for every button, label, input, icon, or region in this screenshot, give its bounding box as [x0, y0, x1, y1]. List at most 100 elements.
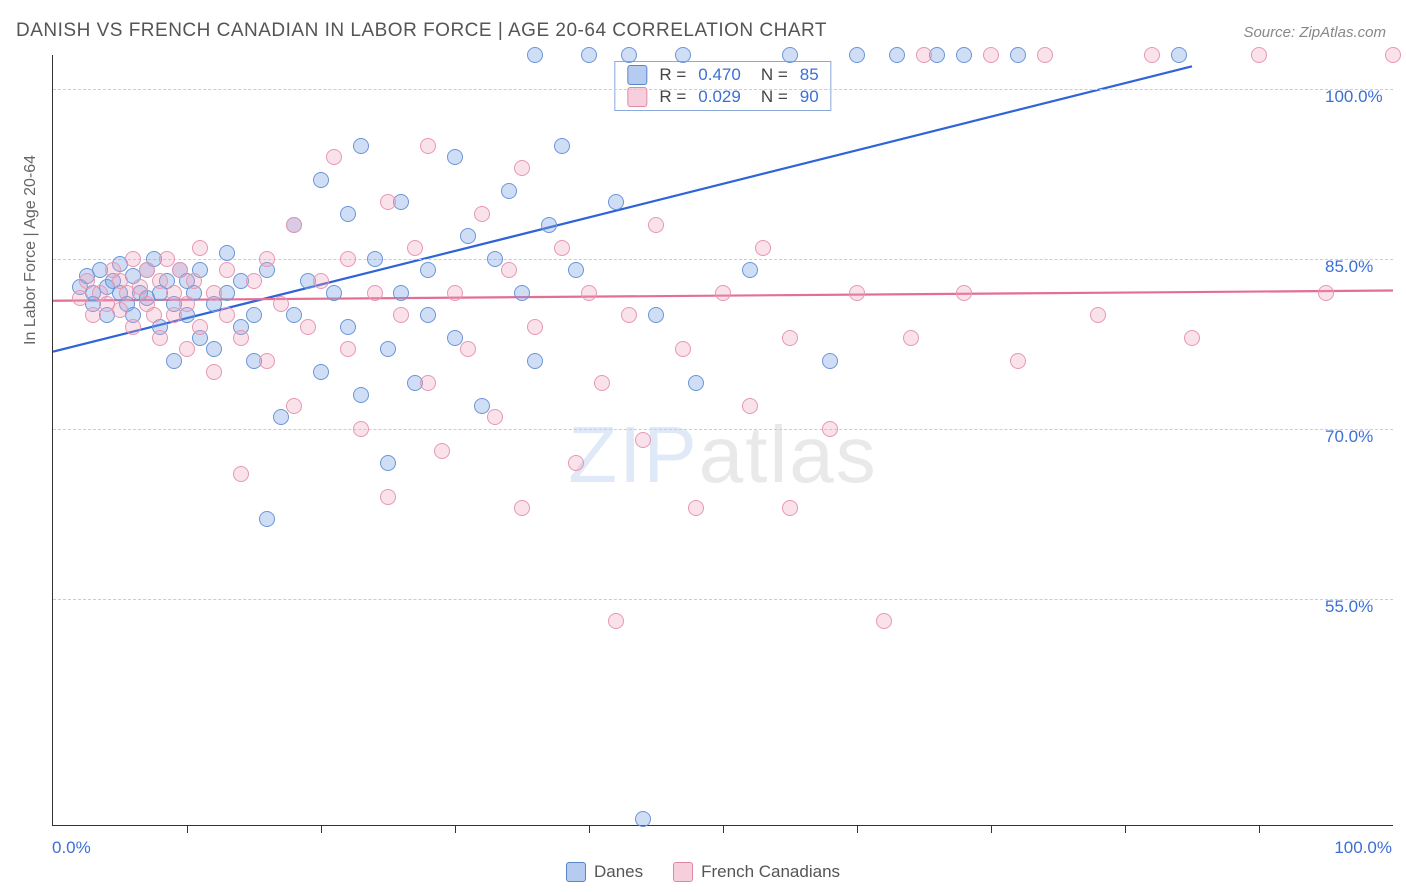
data-point — [527, 47, 543, 63]
data-point — [313, 364, 329, 380]
data-point — [166, 307, 182, 323]
data-point — [259, 511, 275, 527]
x-tick — [321, 825, 322, 833]
data-point — [192, 319, 208, 335]
data-point — [326, 149, 342, 165]
data-point — [554, 240, 570, 256]
data-point — [608, 194, 624, 210]
x-tick — [991, 825, 992, 833]
data-point — [340, 341, 356, 357]
data-point — [206, 364, 222, 380]
data-point — [460, 228, 476, 244]
stat-n-label: N = — [761, 65, 788, 85]
stat-r-label: R = — [659, 87, 686, 107]
data-point — [514, 500, 530, 516]
data-point — [206, 285, 222, 301]
series-swatch — [627, 65, 647, 85]
data-point — [125, 251, 141, 267]
data-point — [581, 47, 597, 63]
data-point — [903, 330, 919, 346]
data-point — [849, 47, 865, 63]
data-point — [648, 307, 664, 323]
data-point — [206, 341, 222, 357]
source-attribution: Source: ZipAtlas.com — [1243, 24, 1386, 41]
data-point — [675, 47, 691, 63]
data-point — [621, 47, 637, 63]
data-point — [983, 47, 999, 63]
data-point — [233, 466, 249, 482]
data-point — [1037, 47, 1053, 63]
data-point — [152, 273, 168, 289]
data-point — [447, 330, 463, 346]
data-point — [621, 307, 637, 323]
data-point — [420, 262, 436, 278]
data-point — [219, 245, 235, 261]
data-point — [286, 217, 302, 233]
data-point — [675, 341, 691, 357]
data-point — [956, 47, 972, 63]
x-tick — [455, 825, 456, 833]
data-point — [822, 353, 838, 369]
data-point — [300, 319, 316, 335]
data-point — [715, 285, 731, 301]
data-point — [956, 285, 972, 301]
data-point — [916, 47, 932, 63]
data-point — [159, 251, 175, 267]
data-point — [186, 273, 202, 289]
data-point — [608, 613, 624, 629]
data-point — [889, 47, 905, 63]
data-point — [172, 262, 188, 278]
data-point — [326, 285, 342, 301]
data-point — [1010, 47, 1026, 63]
data-point — [501, 262, 517, 278]
gridline — [53, 429, 1393, 430]
data-point — [146, 307, 162, 323]
stat-n-value: 85 — [800, 65, 819, 85]
data-point — [85, 307, 101, 323]
data-point — [581, 285, 597, 301]
data-point — [353, 138, 369, 154]
legend-swatch — [673, 862, 693, 882]
correlation-stats-box: R =0.470N =85R =0.029N =90 — [614, 61, 831, 111]
y-tick-label: 70.0% — [1325, 427, 1385, 447]
stat-row: R =0.470N =85 — [615, 64, 830, 86]
stat-n-label: N = — [761, 87, 788, 107]
x-tick — [723, 825, 724, 833]
data-point — [219, 307, 235, 323]
data-point — [514, 285, 530, 301]
x-tick — [589, 825, 590, 833]
data-point — [380, 455, 396, 471]
data-point — [420, 307, 436, 323]
data-point — [635, 432, 651, 448]
y-tick-label: 100.0% — [1325, 87, 1385, 107]
data-point — [152, 330, 168, 346]
data-point — [353, 421, 369, 437]
data-point — [635, 811, 651, 827]
data-point — [876, 613, 892, 629]
data-point — [259, 251, 275, 267]
data-point — [407, 240, 423, 256]
trend-lines — [53, 55, 1393, 825]
data-point — [460, 341, 476, 357]
data-point — [286, 398, 302, 414]
scatter-plot-area: ZIPatlas R =0.470N =85R =0.029N =90 55.0… — [52, 55, 1393, 826]
data-point — [501, 183, 517, 199]
data-point — [1171, 47, 1187, 63]
data-point — [132, 279, 148, 295]
data-point — [514, 160, 530, 176]
data-point — [648, 217, 664, 233]
data-point — [166, 285, 182, 301]
data-point — [554, 138, 570, 154]
x-tick — [187, 825, 188, 833]
data-point — [286, 307, 302, 323]
gridline — [53, 259, 1393, 260]
stat-n-value: 90 — [800, 87, 819, 107]
gridline — [53, 89, 1393, 90]
data-point — [594, 375, 610, 391]
x-tick — [857, 825, 858, 833]
legend-item: Danes — [566, 862, 643, 882]
data-point — [1318, 285, 1334, 301]
legend-label: French Canadians — [701, 862, 840, 882]
data-point — [72, 290, 88, 306]
data-point — [1184, 330, 1200, 346]
